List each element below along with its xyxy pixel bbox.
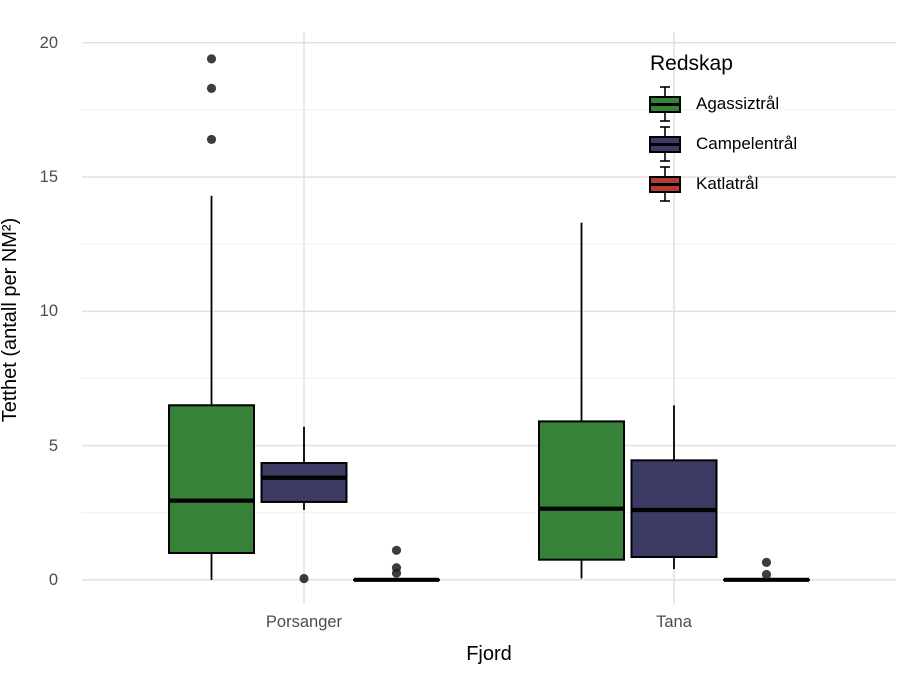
boxplot-key-icon	[649, 166, 681, 202]
legend-item-katlatral: Katlatrål	[648, 164, 797, 204]
legend: Redskap Agassiztrål Campelentrål	[648, 52, 797, 204]
boxplot-box-agassiztrål	[168, 404, 255, 554]
legend-item-campelentral: Campelentrål	[648, 124, 797, 164]
x-axis-tick-label-tana: Tana	[656, 613, 692, 631]
boxplot-box-agassiztrål	[538, 420, 625, 561]
boxplot-key-icon	[649, 126, 681, 162]
y-axis-tick-label: 10	[39, 302, 58, 321]
y-axis-title: Tetthet (antall per NM²)	[0, 217, 21, 423]
legend-label: Katlatrål	[696, 174, 759, 193]
outlier-point	[761, 569, 772, 580]
x-axis-tick-label-porsanger: Porsanger	[265, 613, 343, 631]
y-axis-tick-label: 20	[39, 33, 58, 52]
boxplot-box-campelentrål	[260, 462, 348, 503]
legend-label: Campelentrål	[696, 134, 798, 153]
outlier-point	[299, 573, 309, 584]
outlier-point	[206, 54, 217, 64]
legend-title: Redskap	[650, 52, 733, 75]
outlier-point	[206, 83, 217, 93]
legend-item-agassiztral: Agassiztrål	[648, 84, 797, 124]
outlier-point	[391, 568, 402, 578]
legend-label: Agassiztrål	[696, 94, 780, 113]
y-axis-tick-label: 15	[39, 168, 58, 186]
boxplot-key-icon	[649, 86, 681, 122]
y-axis-tick-label: 5	[48, 436, 58, 455]
x-axis-title: Fjord	[466, 643, 512, 665]
outlier-point	[391, 545, 402, 555]
outlier-point	[761, 557, 772, 567]
outlier-point	[206, 134, 217, 145]
y-axis-tick-label: 0	[48, 570, 58, 589]
